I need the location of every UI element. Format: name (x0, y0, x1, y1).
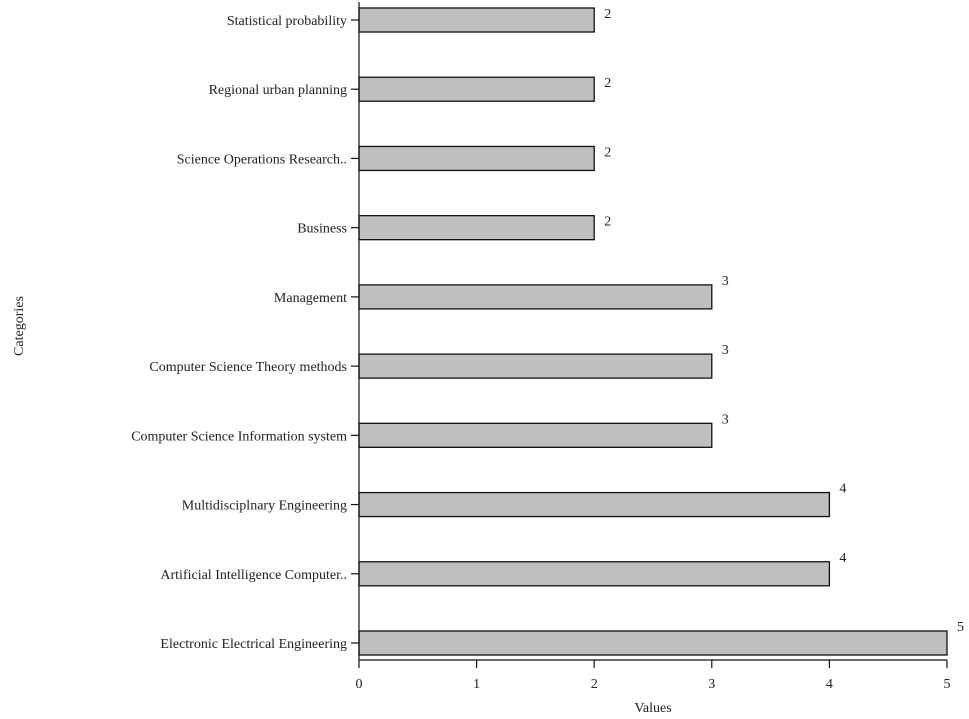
x-tick-label: 4 (826, 677, 833, 692)
x-axis: 0 1 2 3 4 5 (356, 659, 951, 692)
bar (358, 353, 713, 379)
category-label: Regional urban planning (209, 83, 347, 98)
category-label: Science Operations Research.. (177, 152, 347, 167)
data-label: 2 (604, 7, 611, 22)
bar (358, 76, 595, 102)
x-tick-label: 2 (591, 677, 598, 692)
x-axis-title: Values (634, 701, 671, 716)
category-label: Electronic Electrical Engineering (160, 637, 347, 652)
category-label: Computer Science Information system (131, 429, 347, 444)
y-axis (351, 2, 360, 660)
x-tick-label: 5 (944, 677, 951, 692)
bar (358, 7, 595, 33)
x-tick-label: 0 (356, 677, 363, 692)
bar (358, 215, 595, 241)
category-label: Multidisciplnary Engineering (182, 499, 347, 514)
category-label: Statistical probability (227, 14, 347, 29)
category-label: Artificial Intelligence Computer.. (160, 568, 347, 583)
category-labels-group: Statistical probability Regional urban pl… (131, 14, 347, 652)
data-label: 4 (839, 482, 846, 497)
bar (358, 491, 831, 518)
bar (358, 284, 713, 310)
x-tick-label: 1 (473, 677, 480, 692)
bar (358, 630, 948, 656)
data-label: 3 (722, 343, 729, 358)
data-label: 2 (604, 145, 611, 160)
y-axis-title: Categories (12, 296, 27, 356)
bar (358, 561, 831, 587)
bars-group (358, 7, 948, 656)
data-label: 3 (722, 412, 729, 427)
bar (358, 145, 595, 172)
value-labels-group: 2 2 2 2 3 3 3 4 4 5 (604, 7, 964, 635)
category-label: Business (297, 222, 347, 237)
data-label: 5 (957, 620, 964, 635)
bar (358, 422, 713, 448)
data-label: 4 (839, 551, 846, 566)
category-label: Computer Science Theory methods (149, 360, 347, 375)
data-label: 2 (604, 215, 611, 230)
data-label: 2 (604, 76, 611, 91)
category-label: Management (274, 291, 347, 306)
x-tick-label: 3 (708, 677, 715, 692)
data-label: 3 (722, 274, 729, 289)
